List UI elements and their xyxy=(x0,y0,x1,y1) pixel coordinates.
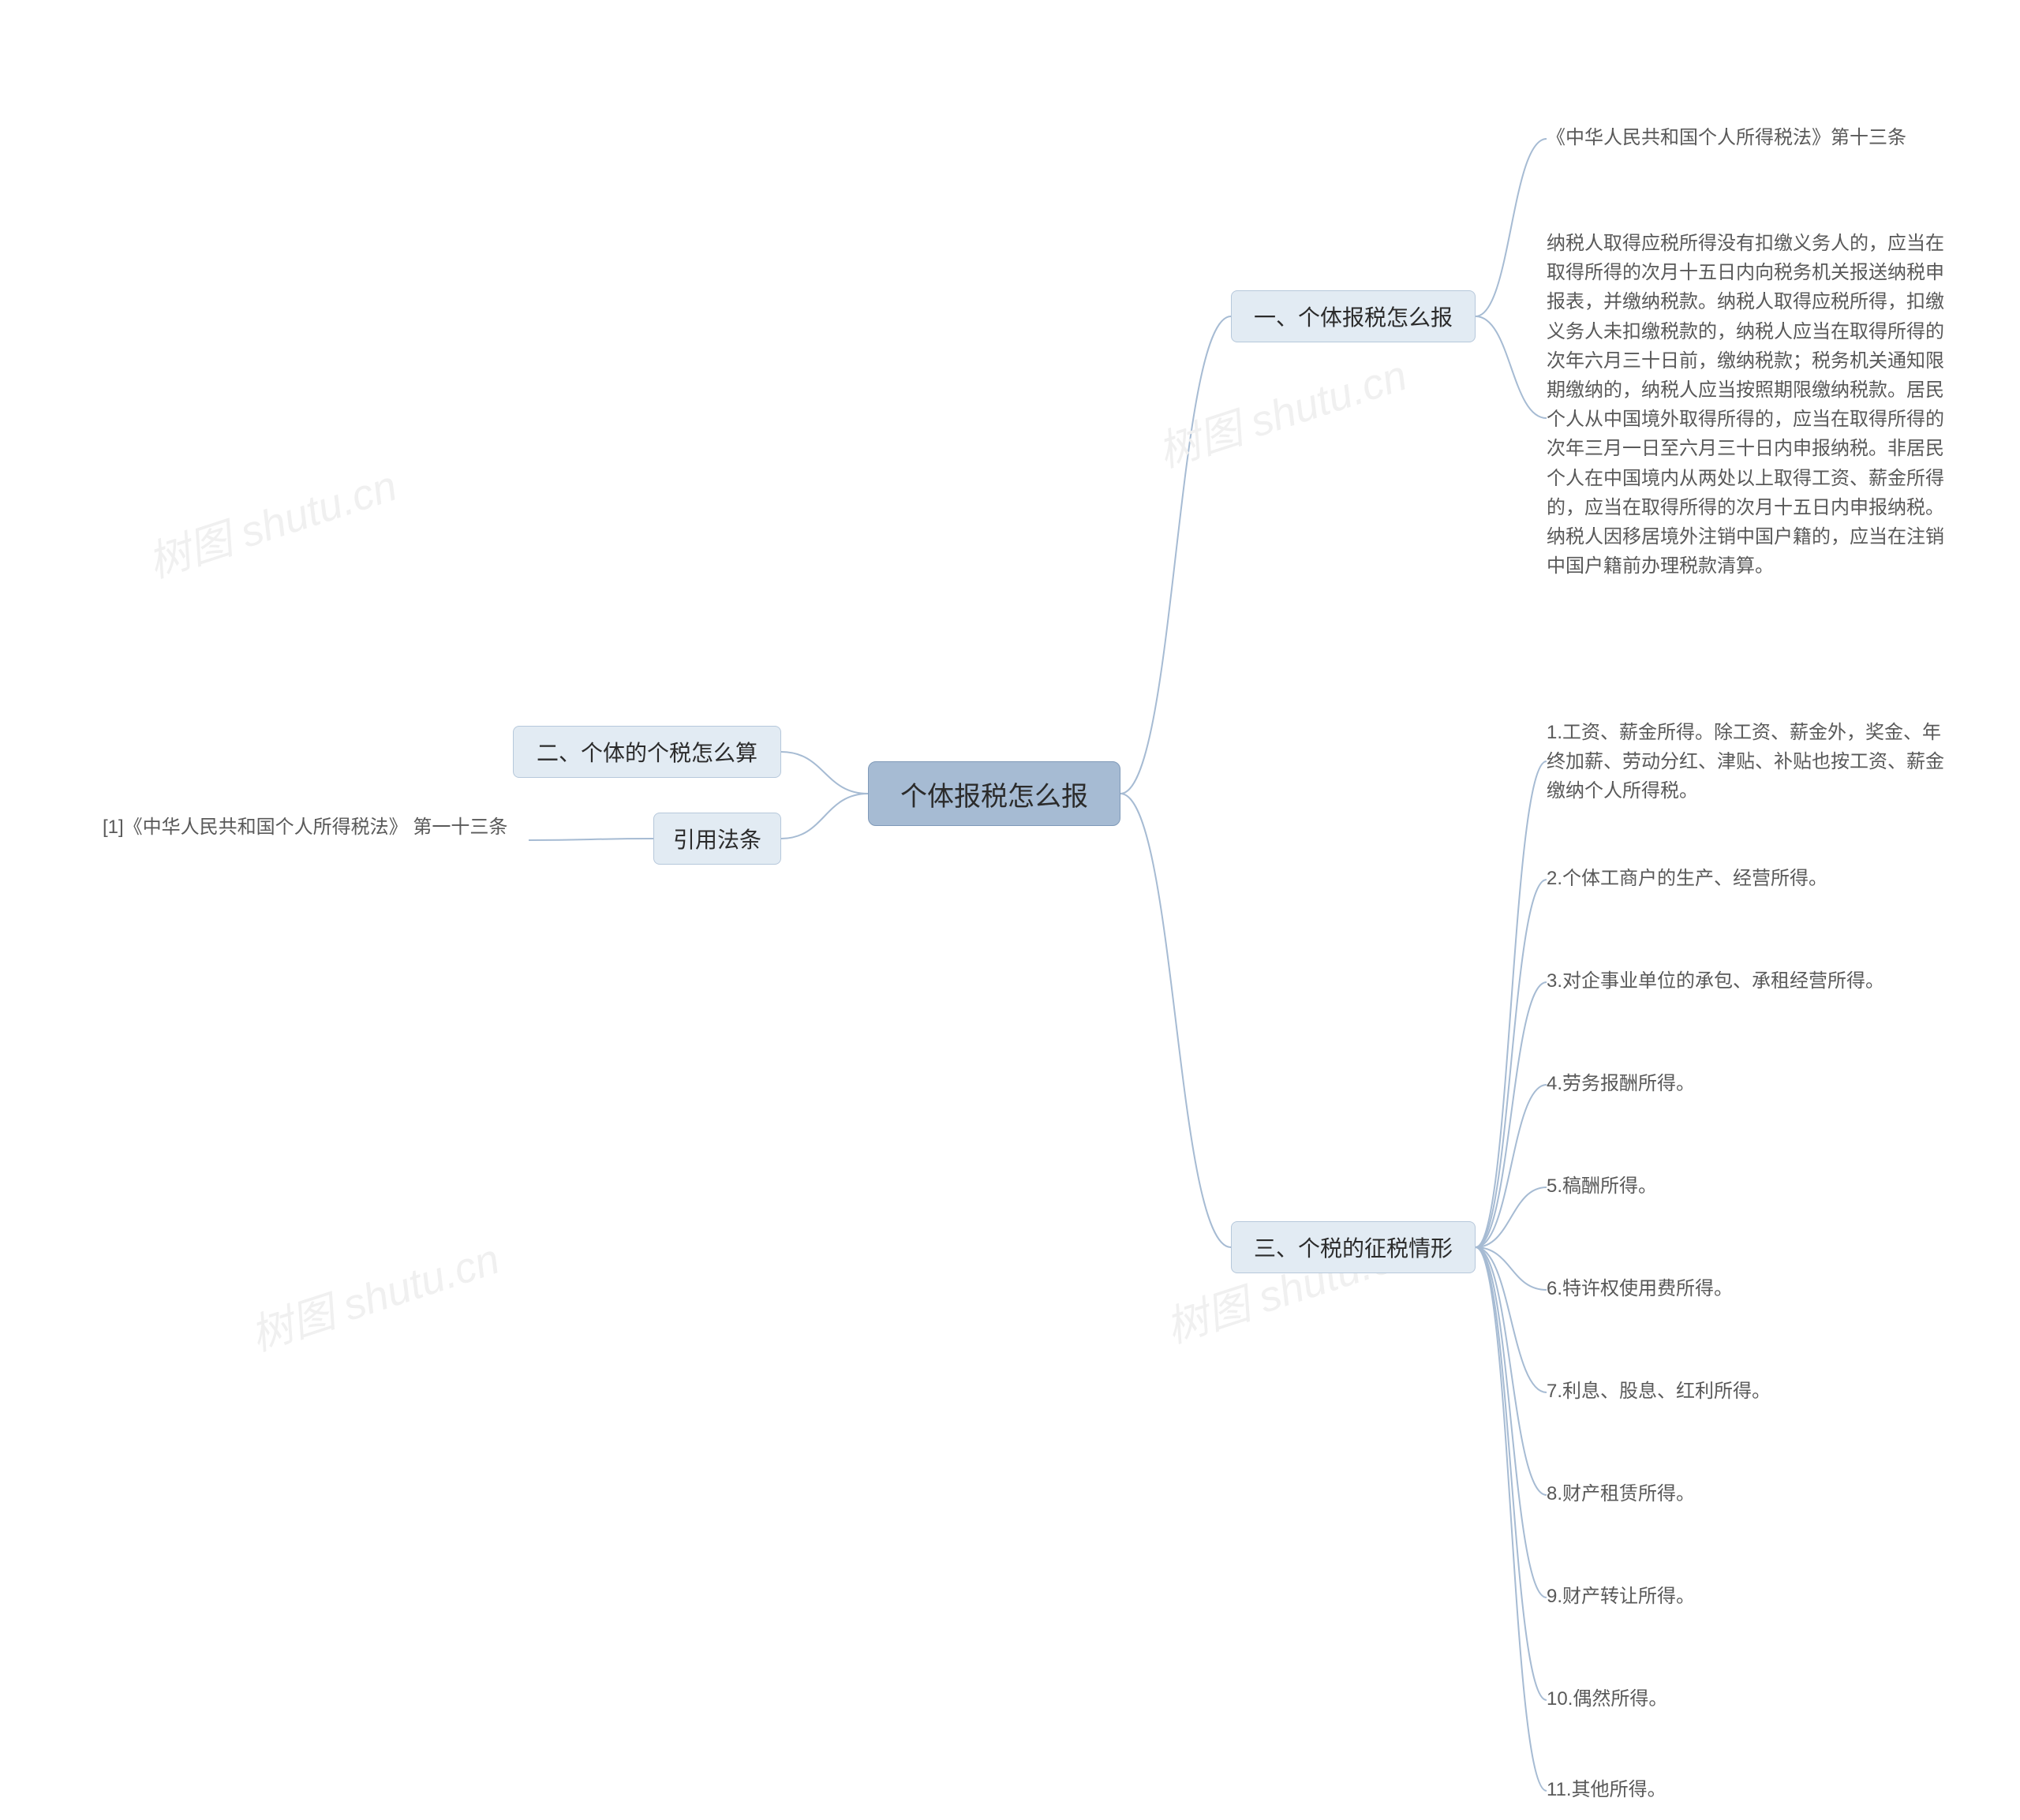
leaf-node: 8.财产租赁所得。 xyxy=(1547,1479,1957,1508)
watermark: 树图 shutu.cn xyxy=(1149,340,1414,479)
leaf-node: 9.财产转让所得。 xyxy=(1547,1582,1957,1611)
branch-node[interactable]: 三、个税的征税情形 xyxy=(1231,1221,1476,1273)
watermark: 树图 shutu.cn xyxy=(139,450,404,589)
leaf-node: 纳税人取得应税所得没有扣缴义务人的，应当在取得所得的次月十五日内向税务机关报送纳… xyxy=(1547,229,1957,581)
leaf-node: 6.特许权使用费所得。 xyxy=(1547,1274,1957,1303)
branch-node[interactable]: 引用法条 xyxy=(653,813,781,865)
leaf-node: 11.其他所得。 xyxy=(1547,1775,1957,1804)
leaf-node: 4.劳务报酬所得。 xyxy=(1547,1069,1957,1098)
mindmap-canvas: 树图 shutu.cn 树图 shutu.cn 树图 shutu.cn 树图 s… xyxy=(0,0,2020,1820)
leaf-node: 10.偶然所得。 xyxy=(1547,1684,1957,1713)
leaf-node: 1.工资、薪金所得。除工资、薪金外，奖金、年终加薪、劳动分红、津贴、补贴也按工资… xyxy=(1547,718,1957,806)
leaf-node: 2.个体工商户的生产、经营所得。 xyxy=(1547,864,1957,893)
branch-node[interactable]: 一、个体报税怎么报 xyxy=(1231,290,1476,342)
leaf-node: 3.对企事业单位的承包、承租经营所得。 xyxy=(1547,966,1957,996)
leaf-node: 《中华人民共和国个人所得税法》第十三条 xyxy=(1547,123,1941,152)
watermark: 树图 shutu.cn xyxy=(241,1224,507,1362)
leaf-node: 5.稿酬所得。 xyxy=(1547,1172,1957,1201)
root-node[interactable]: 个体报税怎么报 xyxy=(868,761,1120,826)
branch-node[interactable]: 二、个体的个税怎么算 xyxy=(513,726,781,778)
leaf-node: 7.利息、股息、红利所得。 xyxy=(1547,1377,1957,1406)
leaf-node: [1]《中华人民共和国个人所得税法》 第一十三条 xyxy=(103,813,529,842)
